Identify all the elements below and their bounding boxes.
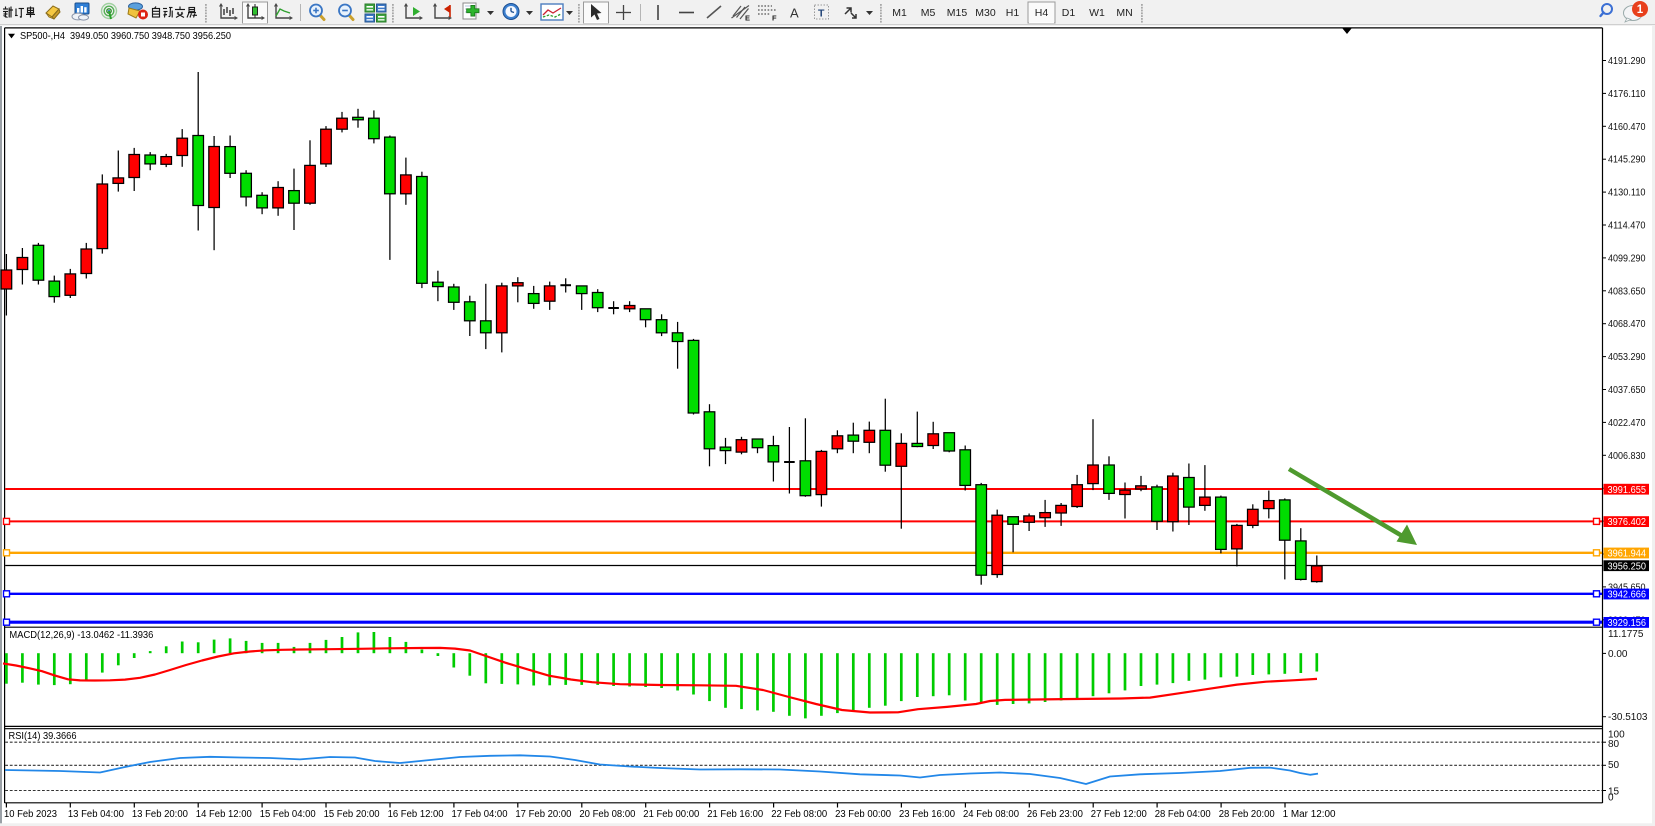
- svg-text:4037.650: 4037.650: [1608, 385, 1646, 396]
- svg-text:A: A: [790, 6, 799, 21]
- svg-text:27 Feb 12:00: 27 Feb 12:00: [1091, 809, 1147, 820]
- svg-text:14 Feb 12:00: 14 Feb 12:00: [196, 809, 252, 820]
- svg-text:15 Feb 04:00: 15 Feb 04:00: [260, 809, 316, 820]
- svg-text:24 Feb 08:00: 24 Feb 08:00: [963, 809, 1019, 820]
- svg-text:80: 80: [1608, 739, 1620, 750]
- svg-text:4099.290: 4099.290: [1608, 253, 1646, 264]
- svg-text:M15: M15: [947, 7, 968, 19]
- svg-text:10 Feb 2023: 10 Feb 2023: [4, 809, 57, 820]
- svg-text:28 Feb 04:00: 28 Feb 04:00: [1155, 809, 1211, 820]
- svg-text:28 Feb 20:00: 28 Feb 20:00: [1219, 809, 1275, 820]
- svg-text:F: F: [772, 14, 777, 23]
- svg-text:4145.290: 4145.290: [1608, 155, 1646, 166]
- svg-text:H1: H1: [1006, 7, 1020, 19]
- svg-text:13 Feb 04:00: 13 Feb 04:00: [68, 809, 124, 820]
- svg-text:4176.110: 4176.110: [1608, 89, 1646, 100]
- svg-text:16 Feb 12:00: 16 Feb 12:00: [388, 809, 444, 820]
- svg-text:15: 15: [1608, 786, 1620, 797]
- svg-text:4130.110: 4130.110: [1608, 188, 1646, 199]
- svg-text:1: 1: [1637, 4, 1644, 16]
- svg-text:1 Mar 12:00: 1 Mar 12:00: [1283, 809, 1336, 820]
- svg-text:M5: M5: [921, 7, 936, 19]
- svg-text:3942.666: 3942.666: [1608, 590, 1647, 601]
- svg-text:23 Feb 16:00: 23 Feb 16:00: [899, 809, 955, 820]
- svg-text:D1: D1: [1062, 7, 1076, 19]
- svg-text:50: 50: [1608, 760, 1620, 771]
- svg-text:22 Feb 08:00: 22 Feb 08:00: [771, 809, 827, 820]
- svg-text:3976.402: 3976.402: [1608, 517, 1647, 528]
- svg-text:4006.830: 4006.830: [1608, 451, 1646, 462]
- svg-text:21 Feb 16:00: 21 Feb 16:00: [707, 809, 763, 820]
- svg-text:-30.5103: -30.5103: [1608, 712, 1648, 723]
- svg-text:0: 0: [1608, 793, 1614, 804]
- svg-text:17 Feb 20:00: 17 Feb 20:00: [515, 809, 571, 820]
- svg-text:W1: W1: [1089, 7, 1105, 19]
- svg-text:26 Feb 23:00: 26 Feb 23:00: [1027, 809, 1083, 820]
- svg-text:4191.290: 4191.290: [1608, 56, 1646, 67]
- svg-text:3961.944: 3961.944: [1608, 549, 1647, 560]
- svg-text:MACD(12,26,9) -13.0462 -11.393: MACD(12,26,9) -13.0462 -11.3936: [9, 630, 153, 641]
- svg-text:11.1775: 11.1775: [1608, 629, 1644, 640]
- svg-text:3956.250: 3956.250: [1608, 561, 1647, 572]
- svg-text:17 Feb 04:00: 17 Feb 04:00: [452, 809, 508, 820]
- svg-text:SP500-,H4 3949.050 3960.750 3: SP500-,H4 3949.050 3960.750 3948.750 395…: [20, 30, 231, 42]
- svg-text:4160.470: 4160.470: [1608, 122, 1646, 133]
- svg-text:4053.290: 4053.290: [1608, 352, 1646, 363]
- svg-text:20 Feb 08:00: 20 Feb 08:00: [579, 809, 635, 820]
- svg-text:13 Feb 20:00: 13 Feb 20:00: [132, 809, 188, 820]
- svg-text:M1: M1: [892, 7, 907, 19]
- svg-text:E: E: [745, 14, 750, 23]
- svg-text:3991.655: 3991.655: [1608, 485, 1647, 496]
- svg-text:0.00: 0.00: [1608, 649, 1628, 660]
- svg-text:23 Feb 00:00: 23 Feb 00:00: [835, 809, 891, 820]
- svg-text:3929.156: 3929.156: [1608, 618, 1647, 629]
- svg-text:4022.470: 4022.470: [1608, 418, 1646, 429]
- svg-text:4068.470: 4068.470: [1608, 319, 1646, 330]
- svg-text:4114.470: 4114.470: [1608, 221, 1646, 232]
- svg-text:M30: M30: [975, 7, 996, 19]
- svg-text:T: T: [818, 8, 825, 20]
- svg-text:MN: MN: [1116, 7, 1132, 19]
- svg-text:RSI(14) 39.3666: RSI(14) 39.3666: [9, 731, 77, 742]
- svg-text:4083.650: 4083.650: [1608, 286, 1646, 297]
- svg-text:15 Feb 20:00: 15 Feb 20:00: [324, 809, 380, 820]
- svg-text:H4: H4: [1035, 7, 1049, 19]
- svg-text:3945.650: 3945.650: [1608, 582, 1646, 593]
- svg-text:100: 100: [1608, 730, 1625, 741]
- svg-text:21 Feb 00:00: 21 Feb 00:00: [643, 809, 699, 820]
